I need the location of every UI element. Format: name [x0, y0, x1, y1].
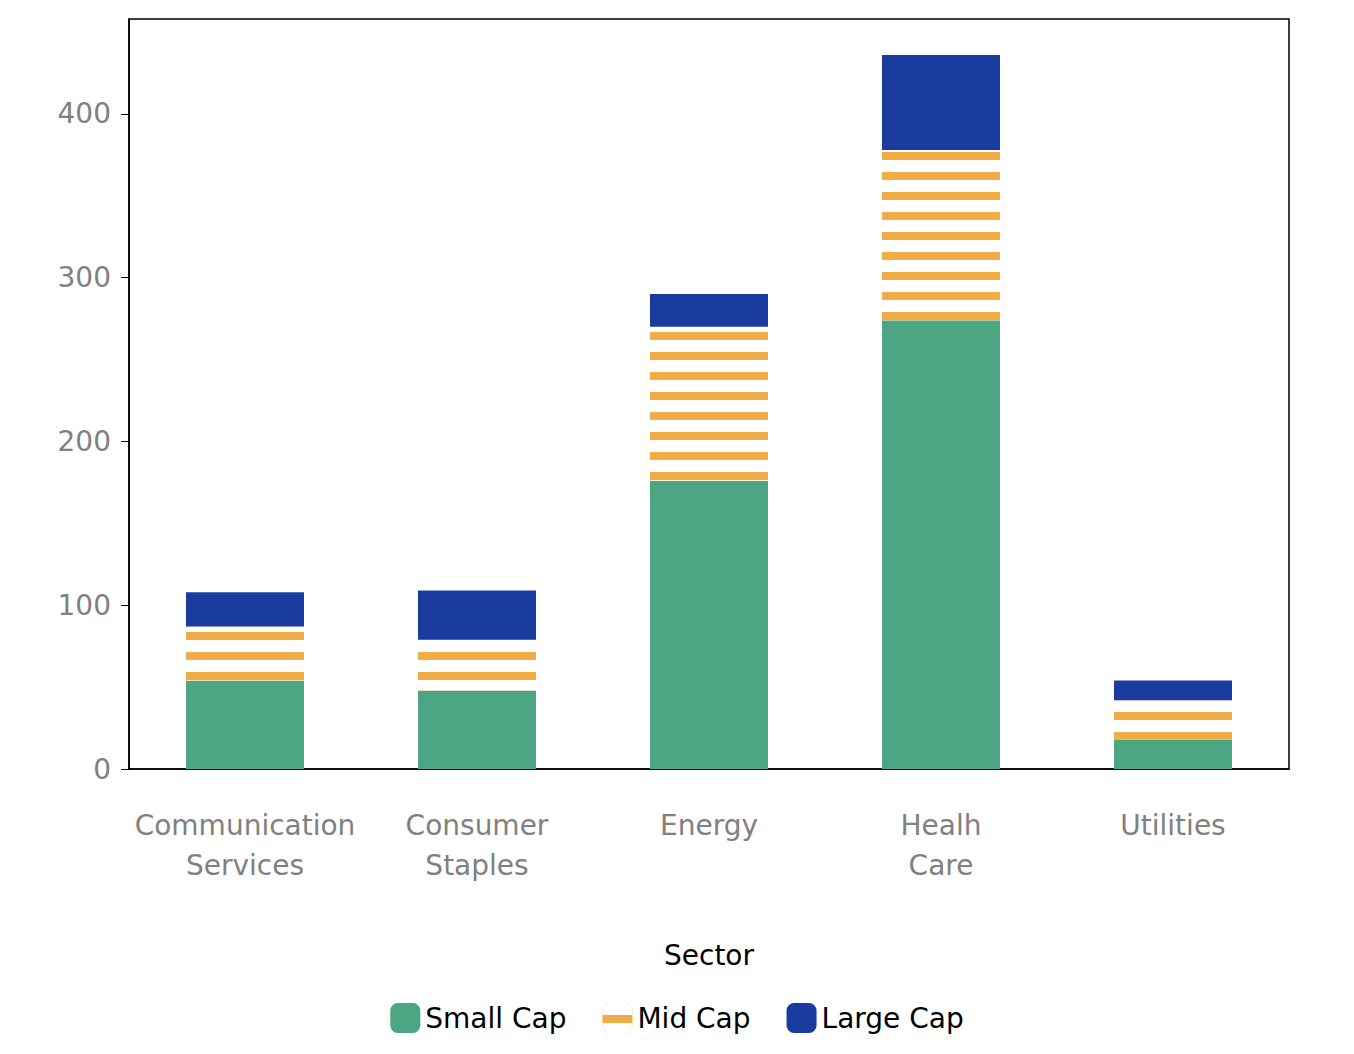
svg-text:Care: Care	[909, 849, 974, 882]
svg-text:Services: Services	[186, 849, 304, 882]
svg-text:0: 0	[93, 753, 111, 786]
svg-text:Utilities: Utilities	[1120, 809, 1225, 842]
svg-text:Sector: Sector	[664, 939, 755, 972]
svg-text:Consumer: Consumer	[406, 809, 549, 842]
svg-text:300: 300	[58, 261, 111, 294]
svg-text:100: 100	[58, 589, 111, 622]
svg-text:Staples: Staples	[425, 849, 528, 882]
svg-text:Mid Cap: Mid Cap	[637, 1002, 750, 1035]
svg-text:400: 400	[58, 97, 111, 130]
svg-text:Small Cap: Small Cap	[425, 1002, 566, 1035]
svg-text:Healh: Healh	[901, 809, 982, 842]
svg-text:Energy: Energy	[660, 809, 758, 842]
svg-text:200: 200	[58, 425, 111, 458]
svg-text:Large Cap: Large Cap	[822, 1002, 964, 1035]
svg-text:Communication: Communication	[135, 809, 356, 842]
